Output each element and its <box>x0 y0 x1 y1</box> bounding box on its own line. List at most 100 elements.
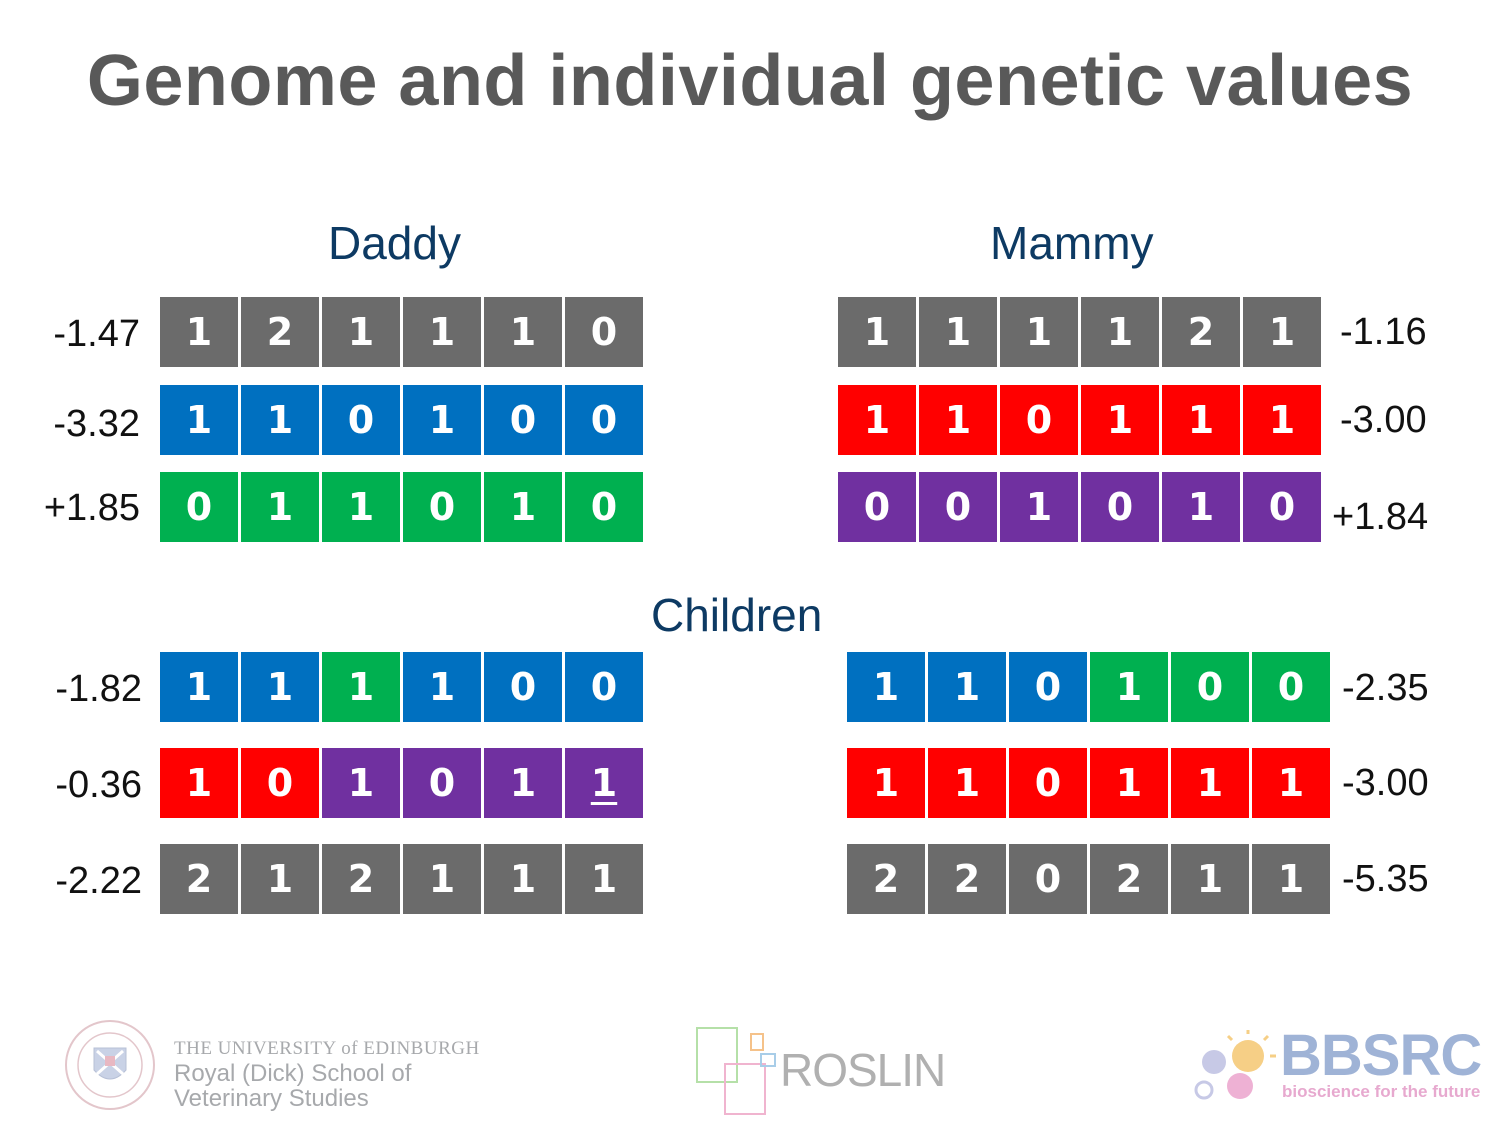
genotype-value: 0 <box>266 761 294 805</box>
genotype-cell: 1 <box>1000 297 1078 367</box>
child-left-genome-row-3: 2 1 2 1 1 1 <box>160 844 643 914</box>
genotype-cell: 0 <box>403 472 481 542</box>
genotype-value: 0 <box>1034 857 1062 901</box>
genotype-value: 0 <box>590 665 618 709</box>
genotype-value: 0 <box>863 485 891 529</box>
genotype-cell: 0 <box>241 748 319 818</box>
genotype-cell: 0 <box>484 385 562 455</box>
child-left-value-3: -2.22 <box>55 860 142 902</box>
genotype-value: 1 <box>428 665 456 709</box>
slide-title: Genome and individual genetic values <box>86 41 1414 121</box>
child-left-genome-row-1: 1 1 1 1 0 0 <box>160 652 643 722</box>
genotype-value: 0 <box>185 485 213 529</box>
genotype-value: 1 <box>1196 761 1224 805</box>
genotype-cell: 1 <box>1171 748 1249 818</box>
genotype-cell: 1 <box>1162 472 1240 542</box>
uoe-school-line1: Royal (Dick) School of <box>174 1060 412 1087</box>
genotype-value: 1 <box>590 761 618 805</box>
genotype-cell: 0 <box>1081 472 1159 542</box>
child-right-genome-row-2: 1 1 0 1 1 1 <box>847 748 1330 818</box>
genotype-value: 1 <box>863 398 891 442</box>
genotype-cell: 1 <box>322 748 400 818</box>
genotype-value: 2 <box>266 310 294 354</box>
genotype-cell: 1 <box>160 385 238 455</box>
genotype-cell: 1 <box>160 297 238 367</box>
genotype-cell: 1 <box>1081 385 1159 455</box>
mammy-genome-row-2: 1 1 0 1 1 1 <box>838 385 1321 455</box>
mammy-genome-row-1: 1 1 1 1 2 1 <box>838 297 1321 367</box>
genotype-value: 0 <box>590 398 618 442</box>
genotype-cell: 0 <box>1009 652 1087 722</box>
genotype-value: 1 <box>1115 665 1143 709</box>
genotype-cell: 1 <box>847 748 925 818</box>
daddy-value-3: +1.85 <box>43 487 140 529</box>
genotype-cell: 0 <box>565 652 643 722</box>
genotype-value: 1 <box>347 665 375 709</box>
mammy-heading: Mammy <box>990 217 1154 269</box>
genotype-value: 1 <box>347 485 375 529</box>
genotype-value: 1 <box>1187 398 1215 442</box>
genotype-value: 1 <box>1106 310 1134 354</box>
daddy-heading: Daddy <box>328 217 461 269</box>
child-right-value-3: -5.35 <box>1342 858 1429 900</box>
genotype-cell: 1 <box>1162 385 1240 455</box>
child-right-value-2: -3.00 <box>1342 762 1429 804</box>
genotype-cell: 0 <box>919 472 997 542</box>
genotype-value: 1 <box>428 310 456 354</box>
bbsrc-tagline: bioscience for the future <box>1282 1082 1481 1101</box>
genotype-value: 0 <box>1106 485 1134 529</box>
genotype-value: 1 <box>428 398 456 442</box>
genotype-cell: 1 <box>565 748 643 818</box>
genotype-cell: 1 <box>1243 385 1321 455</box>
child-right-genome-row-1: 1 1 0 1 0 0 <box>847 652 1330 722</box>
genotype-cell: 0 <box>565 297 643 367</box>
genotype-cell: 0 <box>565 472 643 542</box>
genotype-value: 1 <box>185 398 213 442</box>
genotype-value: 2 <box>185 857 213 901</box>
genotype-value: 1 <box>1196 857 1224 901</box>
genotype-value: 2 <box>953 857 981 901</box>
genotype-cell: 1 <box>928 652 1006 722</box>
genotype-value: 0 <box>1034 761 1062 805</box>
genotype-value: 1 <box>185 310 213 354</box>
genotype-value: 2 <box>347 857 375 901</box>
genotype-cell: 1 <box>1090 652 1168 722</box>
genotype-value: 2 <box>1115 857 1143 901</box>
genotype-cell: 1 <box>1171 844 1249 914</box>
genotype-cell: 1 <box>241 844 319 914</box>
genotype-value: 1 <box>509 761 537 805</box>
genotype-cell: 2 <box>322 844 400 914</box>
genotype-value: 1 <box>266 398 294 442</box>
genotype-value: 1 <box>185 761 213 805</box>
child-right-value-1: -2.35 <box>1342 667 1429 709</box>
genotype-value: 1 <box>872 761 900 805</box>
genotype-value: 1 <box>1268 310 1296 354</box>
child-right-genome-row-3: 2 2 0 2 1 1 <box>847 844 1330 914</box>
genotype-cell: 1 <box>1252 748 1330 818</box>
genotype-value: 1 <box>428 857 456 901</box>
genotype-cell: 1 <box>403 844 481 914</box>
genotype-value: 1 <box>1025 310 1053 354</box>
genotype-cell: 1 <box>160 748 238 818</box>
genotype-value: 1 <box>1115 761 1143 805</box>
uoe-school-line2: Veterinary Studies <box>174 1085 369 1112</box>
genotype-cell: 0 <box>1243 472 1321 542</box>
genotype-cell: 0 <box>322 385 400 455</box>
genotype-value: 0 <box>1034 665 1062 709</box>
genotype-cell: 1 <box>838 385 916 455</box>
genotype-value: 1 <box>944 398 972 442</box>
genotype-cell: 2 <box>160 844 238 914</box>
genotype-cell: 1 <box>484 472 562 542</box>
genotype-value: 1 <box>863 310 891 354</box>
genotype-value: 1 <box>590 857 618 901</box>
genotype-cell: 2 <box>1090 844 1168 914</box>
genotype-cell: 1 <box>241 652 319 722</box>
genotype-cell: 1 <box>403 385 481 455</box>
genotype-cell: 1 <box>1243 297 1321 367</box>
genotype-cell: 0 <box>1252 652 1330 722</box>
daddy-value-2: -3.32 <box>53 403 140 445</box>
genotype-cell: 2 <box>1162 297 1240 367</box>
genotype-value: 1 <box>347 761 375 805</box>
genotype-cell: 1 <box>322 652 400 722</box>
daddy-value-1: -1.47 <box>53 313 140 355</box>
